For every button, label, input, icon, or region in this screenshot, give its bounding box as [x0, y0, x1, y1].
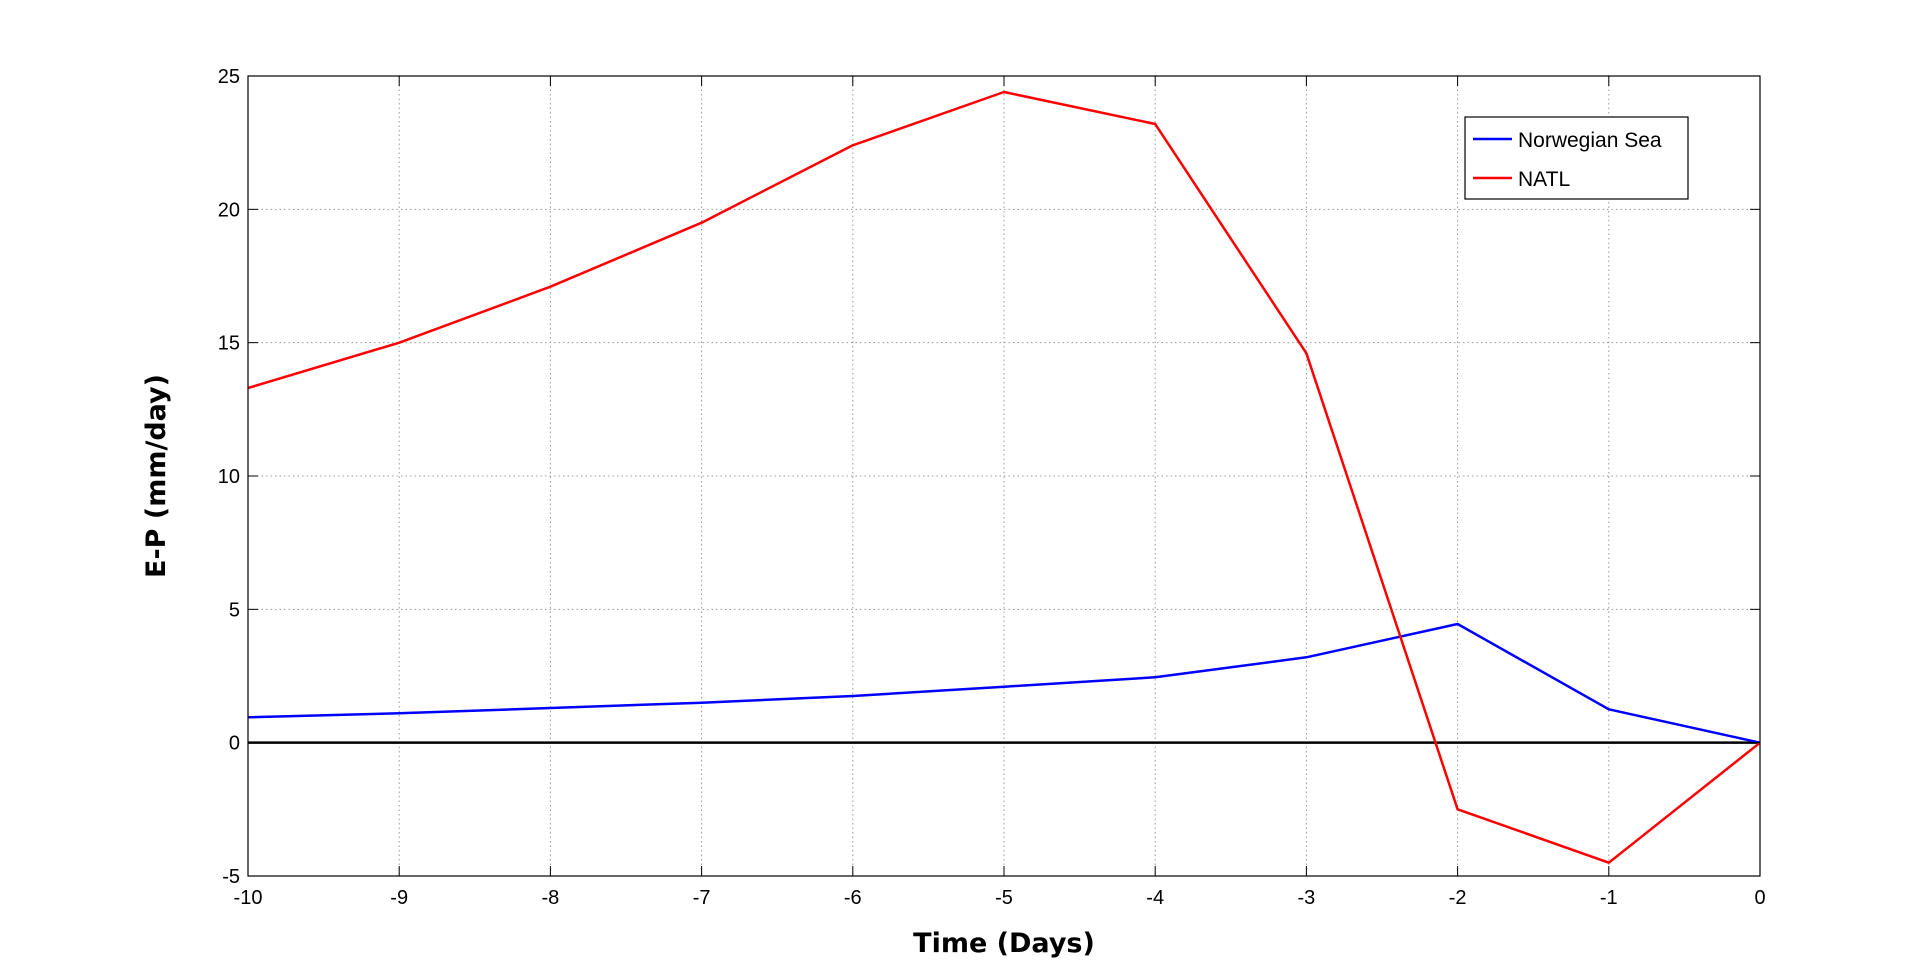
- y-tick-label: 5: [229, 599, 240, 621]
- x-tick-label: -4: [1146, 887, 1164, 909]
- x-tick-label: 0: [1754, 887, 1765, 909]
- x-tick-label: -8: [542, 887, 560, 909]
- x-tick-label: -9: [390, 887, 408, 909]
- ticks: [247, 75, 1761, 877]
- y-tick-label: 10: [218, 466, 240, 488]
- x-tick-label: -7: [693, 887, 711, 909]
- y-tick-label: 15: [218, 333, 240, 355]
- x-tick-label: -2: [1449, 887, 1467, 909]
- x-tick-label: -6: [844, 887, 862, 909]
- x-tick-label: -10: [234, 887, 263, 909]
- y-axis-title: E-P (mm/day): [141, 374, 172, 578]
- series-line-1: [247, 90, 1761, 864]
- series-group: [247, 90, 1761, 864]
- y-tick-label: 20: [218, 199, 240, 221]
- y-tick-label: 25: [218, 66, 240, 88]
- y-tick-labels: -5 0 5 10 15 20 25: [218, 66, 240, 888]
- x-tick-labels: -10 -9 -8 -7 -6 -5 -4 -3 -2 -1 0: [234, 887, 1766, 909]
- y-tick-label: 0: [229, 733, 240, 755]
- legend: Norwegian Sea NATL: [1464, 116, 1689, 200]
- x-tick-label: -3: [1298, 887, 1316, 909]
- x-tick-label: -1: [1600, 887, 1618, 909]
- legend-box: [1464, 116, 1689, 200]
- x-tick-label: -5: [995, 887, 1013, 909]
- legend-label-natl: NATL: [1518, 168, 1570, 191]
- legend-label-norwegian-sea: Norwegian Sea: [1518, 129, 1662, 152]
- x-axis-title: Time (Days): [913, 928, 1095, 959]
- y-tick-label: -5: [222, 866, 240, 888]
- series-line-0: [247, 622, 1761, 744]
